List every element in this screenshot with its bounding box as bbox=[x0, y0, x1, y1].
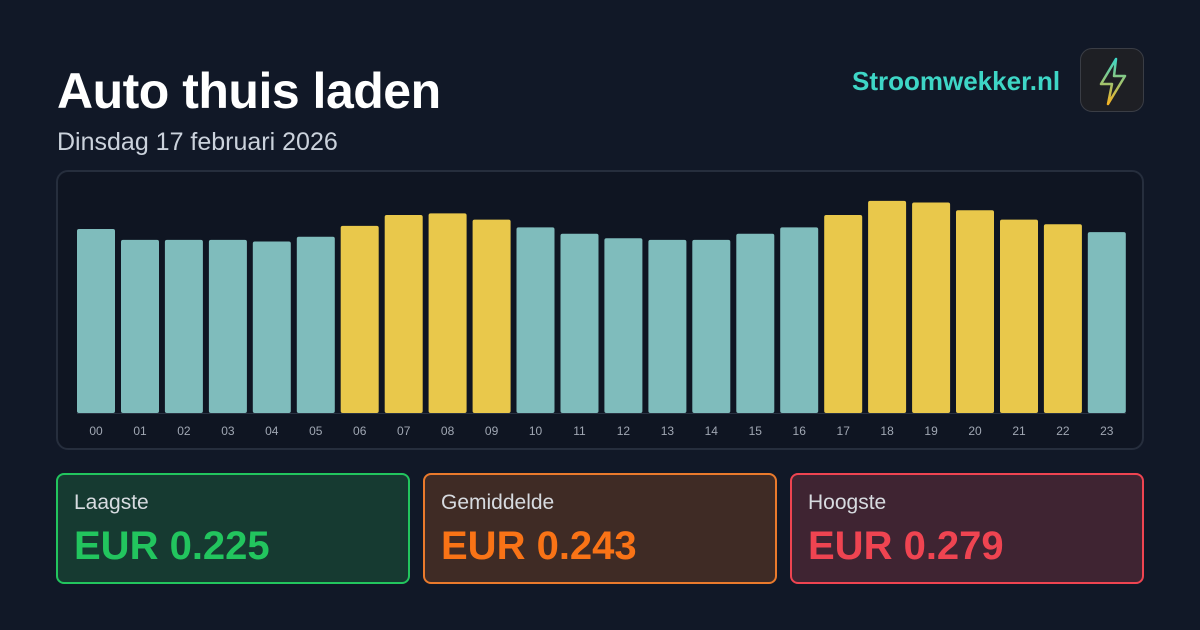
bar-hour-20 bbox=[956, 210, 994, 413]
tick-label-21: 21 bbox=[1012, 424, 1026, 438]
bar-hour-19 bbox=[912, 202, 951, 413]
bar-hour-08 bbox=[428, 213, 467, 413]
bar-hour-23 bbox=[1087, 232, 1126, 413]
bar-hour-06 bbox=[340, 225, 379, 413]
bar-hour-09 bbox=[472, 219, 511, 413]
stat-value-average: EUR 0.243 bbox=[441, 524, 637, 568]
bar-hour-04 bbox=[252, 241, 291, 413]
bar-hour-02 bbox=[164, 239, 203, 413]
page-title: Auto thuis laden bbox=[57, 63, 441, 119]
bar-hour-12 bbox=[604, 238, 643, 413]
tick-label-22: 22 bbox=[1056, 424, 1070, 438]
tick-label-04: 04 bbox=[265, 424, 279, 438]
bar-hour-22 bbox=[1043, 224, 1082, 413]
tick-label-08: 08 bbox=[441, 424, 455, 438]
bar-hour-16 bbox=[780, 227, 819, 413]
tick-label-19: 19 bbox=[924, 424, 938, 438]
bar-hour-00 bbox=[77, 229, 115, 413]
tick-label-17: 17 bbox=[837, 424, 851, 438]
stat-card-highest: Hoogste EUR 0.279 bbox=[790, 473, 1144, 584]
tick-label-18: 18 bbox=[880, 424, 894, 438]
page-subtitle: Dinsdag 17 februari 2026 bbox=[57, 128, 338, 156]
chart-panel: 00 01 02 03 04 05 06 07 08 09 10 11 12 13 14 15 16 17 18 19… bbox=[56, 170, 1144, 450]
tick-label-06: 06 bbox=[353, 424, 367, 438]
tick-label-20: 20 bbox=[968, 424, 982, 438]
bar-hour-11 bbox=[560, 233, 599, 413]
bar-hour-05 bbox=[296, 236, 335, 413]
tick-label-15: 15 bbox=[749, 424, 763, 438]
logo bbox=[1080, 48, 1144, 112]
bar-hour-01 bbox=[121, 239, 159, 413]
tick-label-13: 13 bbox=[661, 424, 675, 438]
tick-label-11: 11 bbox=[573, 424, 586, 438]
tick-label-09: 09 bbox=[485, 424, 499, 438]
tick-label-00: 00 bbox=[89, 424, 103, 438]
tick-label-03: 03 bbox=[221, 424, 235, 438]
tick-label-05: 05 bbox=[309, 424, 323, 438]
stat-value-highest: EUR 0.279 bbox=[808, 524, 1004, 568]
tick-label-01: 01 bbox=[133, 424, 147, 438]
stat-card-lowest: Laagste EUR 0.225 bbox=[56, 473, 410, 584]
bar-hour-10 bbox=[516, 227, 555, 413]
brand-name[interactable]: Stroomwekker.nl bbox=[852, 66, 1061, 96]
lightning-bolt-icon bbox=[1099, 57, 1127, 106]
bar-hour-14 bbox=[692, 239, 731, 413]
bar-hour-21 bbox=[1000, 219, 1038, 413]
tick-label-14: 14 bbox=[705, 424, 719, 438]
tick-label-02: 02 bbox=[177, 424, 191, 438]
bar-hour-18 bbox=[868, 200, 907, 413]
tick-label-23: 23 bbox=[1100, 424, 1114, 438]
bar-hour-03 bbox=[208, 239, 247, 413]
stat-label-highest: Hoogste bbox=[808, 491, 887, 514]
tick-label-16: 16 bbox=[793, 424, 807, 438]
bar-hour-15 bbox=[736, 233, 775, 413]
bar-hour-13 bbox=[648, 239, 687, 413]
tick-label-12: 12 bbox=[617, 424, 631, 438]
price-bar-chart: 00 01 02 03 04 05 06 07 08 09 10 11 12 13 14 15 16 17 18 19… bbox=[77, 200, 1126, 438]
tick-label-07: 07 bbox=[397, 424, 411, 438]
tick-label-10: 10 bbox=[529, 424, 543, 438]
stat-card-average: Gemiddelde EUR 0.243 bbox=[423, 473, 777, 584]
bar-hour-07 bbox=[384, 215, 423, 413]
stat-value-lowest: EUR 0.225 bbox=[74, 524, 270, 568]
bar-hour-17 bbox=[824, 215, 863, 413]
stat-label-lowest: Laagste bbox=[74, 491, 149, 514]
stat-label-average: Gemiddelde bbox=[441, 491, 555, 514]
